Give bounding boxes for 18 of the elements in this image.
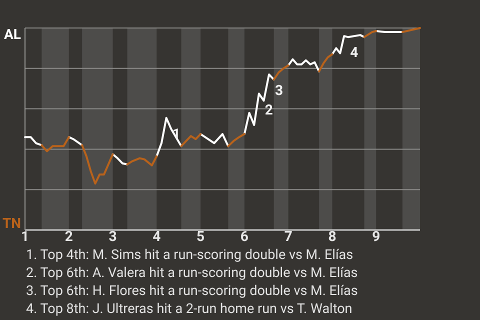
annotation: 3	[275, 83, 284, 100]
text: TN	[2, 216, 21, 232]
x-tick-label: 1	[20, 228, 30, 245]
x-tick-label: 2	[64, 228, 73, 245]
text: 3. Top 6th: H. Flores hit a run-scoring double vs M. Elías	[26, 283, 358, 299]
x-tick-label: 3	[108, 228, 117, 245]
text: 1. Top 4th: M. Sims hit a run-scoring double vs M. Elías	[26, 247, 354, 263]
x-tick-label: 8	[328, 228, 336, 245]
text: 4. Top 8th: J. Ultreras hit a 2-run home run vs T. Walton	[26, 301, 352, 317]
annotation: 2	[264, 102, 273, 118]
x-tick-label: 4	[152, 228, 161, 245]
x-tick-label: 9	[372, 228, 380, 245]
x-tick-label: 7	[284, 228, 292, 245]
annotation: 4	[350, 44, 358, 61]
text: 2. Top 6th: A. Valera hit a run-scoring double vs M. Elías	[26, 265, 358, 281]
x-tick-label: 5	[196, 228, 205, 245]
text: AL	[4, 27, 22, 44]
x-tick-label: 6	[240, 228, 248, 245]
